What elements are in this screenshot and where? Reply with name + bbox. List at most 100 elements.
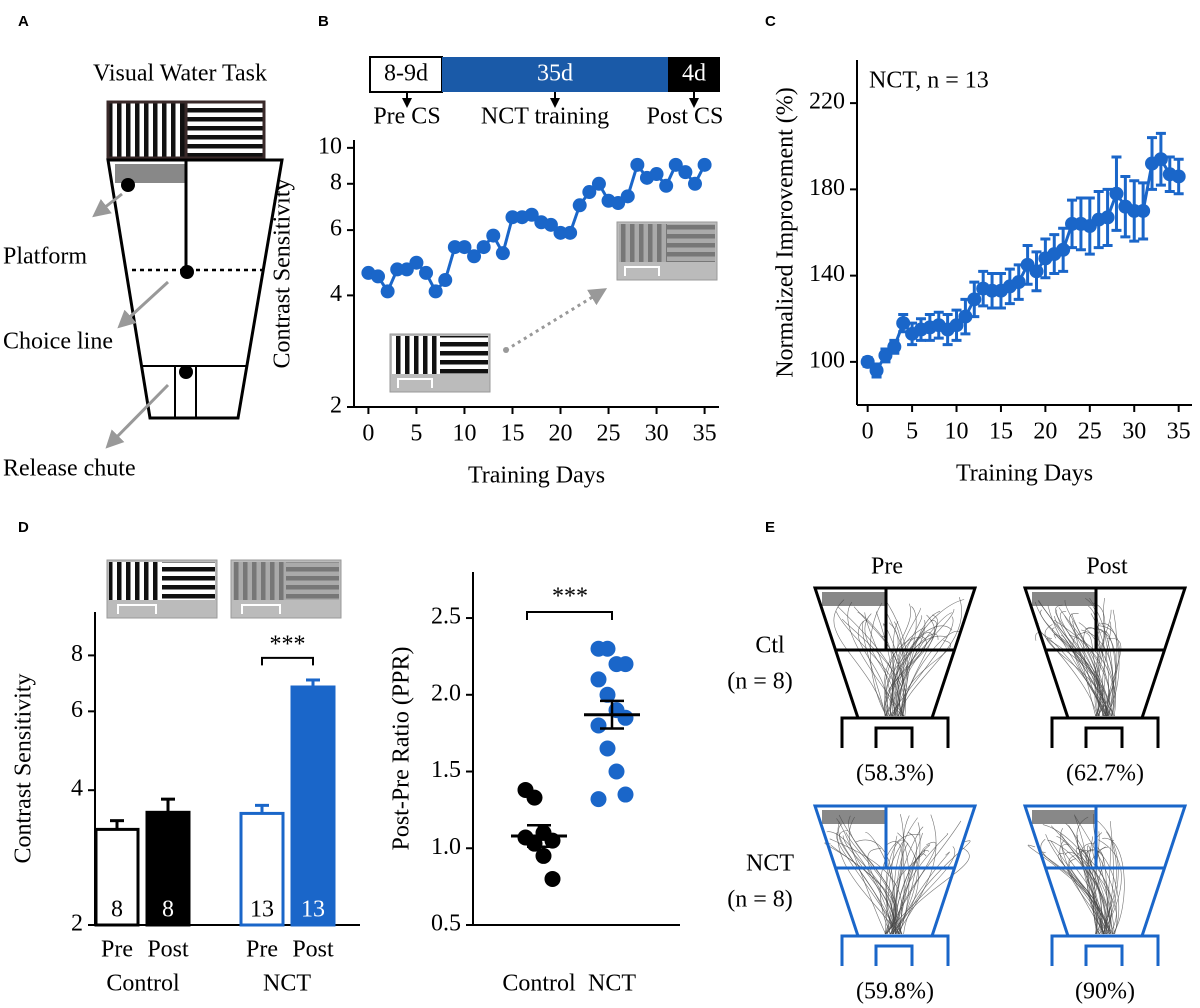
y-tick-label: 4	[71, 776, 83, 802]
data-point	[1171, 169, 1186, 184]
x-tick-label: 25	[1078, 419, 1102, 445]
timeline-phase: Pre CS	[373, 104, 440, 130]
swim-diagram	[1022, 804, 1188, 966]
y-axis-label: Normalized Improvement (%)	[773, 87, 799, 378]
timeline-phase: NCT training	[481, 104, 609, 130]
y-tick-label: 6	[71, 697, 83, 723]
data-point	[590, 671, 607, 688]
timeline-segment: 4d	[682, 61, 706, 87]
data-point	[1100, 210, 1115, 225]
timeline-phase: Post CS	[647, 104, 724, 130]
x-tick-label: 25	[597, 421, 621, 447]
diagram-label: Choice line	[3, 329, 113, 355]
x-tick-label: 10	[945, 419, 969, 445]
panel-label: D	[18, 519, 29, 536]
x-tick-label: 30	[1122, 419, 1146, 445]
data-point	[380, 284, 395, 299]
diagram-title: Visual Water Task	[93, 61, 267, 87]
y-tick-label: 2	[330, 393, 342, 419]
timeline-segment: 8-9d	[384, 61, 428, 87]
data-point	[467, 249, 482, 264]
diagram-label: Release chute	[3, 456, 136, 482]
data-point	[617, 709, 634, 726]
row-label: Ctl	[755, 633, 785, 659]
x-tick-label: Post	[292, 937, 334, 963]
significance-label: ***	[552, 584, 588, 610]
data-point	[620, 189, 635, 204]
y-axis-label: Contrast Sensitivity	[270, 178, 296, 368]
x-tick-label: 15	[989, 419, 1013, 445]
data-point	[617, 656, 634, 673]
success-rate: (59.8%)	[856, 979, 934, 1005]
swim-diagram	[812, 586, 978, 748]
data-point	[617, 786, 634, 803]
diagram-label: Platform	[3, 244, 87, 270]
data-point	[697, 157, 712, 172]
y-tick-label: 8	[330, 169, 342, 195]
y-tick-label: 1.5	[431, 757, 461, 783]
bar	[290, 685, 336, 927]
data-point	[582, 185, 597, 200]
success-rate: (58.3%)	[856, 761, 934, 787]
data-point	[505, 210, 520, 225]
x-tick-label: 15	[500, 421, 524, 447]
bar-label: 13	[301, 897, 325, 923]
data-point	[1056, 242, 1071, 257]
y-tick-label: 1.0	[431, 834, 461, 860]
group-label: Control	[106, 971, 180, 997]
group-label: NCT	[263, 971, 311, 997]
y-tick-label: 140	[809, 261, 845, 287]
panel-b-timeline	[369, 56, 720, 108]
data-point	[958, 309, 973, 324]
y-tick-label: 2	[71, 911, 83, 937]
y-tick-label: 4	[330, 281, 342, 307]
data-point	[563, 225, 578, 240]
data-point	[1011, 275, 1026, 290]
y-tick-label: 100	[809, 347, 845, 373]
data-point	[428, 284, 443, 299]
y-tick-label: 8	[71, 641, 83, 667]
significance-bracket	[261, 656, 314, 666]
x-tick-label: 0	[862, 419, 874, 445]
data-point	[599, 640, 616, 657]
bar	[145, 810, 191, 927]
data-point	[869, 363, 884, 378]
data-point	[1136, 203, 1151, 218]
data-point	[590, 791, 607, 808]
data-point	[543, 217, 558, 232]
data-point	[572, 198, 587, 213]
data-point	[896, 316, 911, 331]
y-tick-label: 180	[809, 175, 845, 201]
data-point	[526, 789, 543, 806]
x-axis-label: Training Days	[956, 461, 1093, 487]
data-point	[687, 176, 702, 191]
data-point	[553, 225, 568, 240]
x-tick-label: Pre	[246, 937, 278, 963]
y-tick-label: 2.0	[431, 680, 461, 706]
data-point	[659, 178, 674, 193]
stimulus-icon	[106, 559, 342, 619]
data-point	[590, 717, 607, 734]
panel-label: A	[18, 13, 29, 30]
x-tick-label: Post	[147, 937, 189, 963]
bar	[94, 827, 140, 927]
data-point	[535, 847, 552, 864]
column-label: Post	[1086, 554, 1128, 580]
data-point	[390, 262, 405, 277]
data-point	[438, 273, 453, 288]
timeline-segment: 35d	[537, 61, 573, 87]
data-point	[457, 240, 472, 255]
x-tick-label: 35	[1167, 419, 1191, 445]
data-point	[419, 265, 434, 280]
data-point	[878, 348, 893, 363]
row-label: NCT	[746, 851, 794, 877]
data-point	[1109, 186, 1124, 201]
x-tick-label: NCT	[588, 971, 636, 997]
data-point	[447, 240, 462, 255]
x-tick-label: 10	[452, 421, 476, 447]
panel-label: B	[318, 13, 329, 30]
data-point	[591, 176, 606, 191]
bar-label: 13	[250, 897, 274, 923]
swim-diagram	[812, 804, 978, 966]
